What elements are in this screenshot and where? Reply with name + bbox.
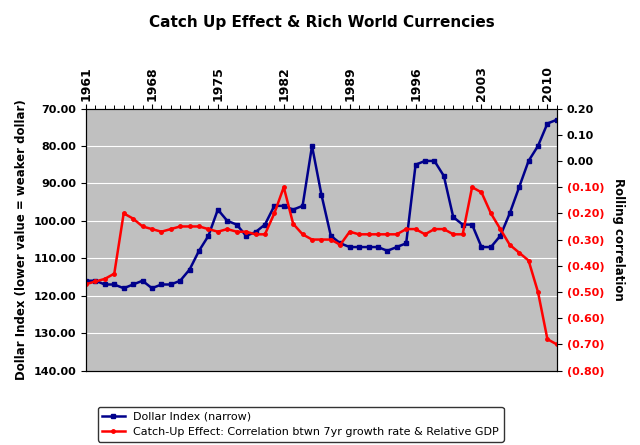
Y-axis label: Dollar Index (lower value = weaker dollar): Dollar Index (lower value = weaker dolla… xyxy=(15,99,28,380)
Dollar Index (narrow) xyxy=(120,286,127,291)
Catch-Up Effect: Correlation btwn 7yr growth rate & Relative GDP: (1.97e+03, 0.25): Correlation btwn 7yr growth rate & Relat… xyxy=(186,224,193,229)
Catch-Up Effect: Correlation btwn 7yr growth rate & Relative GDP: (2.01e+03, 0.7): Correlation btwn 7yr growth rate & Relat… xyxy=(553,342,561,347)
Dollar Index (narrow) xyxy=(431,158,438,164)
Title: Catch Up Effect & Rich World Currencies: Catch Up Effect & Rich World Currencies xyxy=(148,15,494,30)
Dollar Index (narrow) xyxy=(403,241,410,246)
Dollar Index (narrow) xyxy=(543,121,551,126)
Y-axis label: Rolling correlation: Rolling correlation xyxy=(612,178,625,301)
Dollar Index (narrow) xyxy=(195,248,203,254)
Dollar Index (narrow) xyxy=(82,278,90,283)
Catch-Up Effect: Correlation btwn 7yr growth rate & Relative GDP: (2e+03, 0.26): Correlation btwn 7yr growth rate & Relat… xyxy=(403,227,410,232)
Line: Catch-Up Effect: Correlation btwn 7yr growth rate & Relative GDP: Catch-Up Effect: Correlation btwn 7yr gr… xyxy=(84,186,559,346)
Catch-Up Effect: Correlation btwn 7yr growth rate & Relative GDP: (2.01e+03, 0.68): Correlation btwn 7yr growth rate & Relat… xyxy=(543,336,551,342)
Catch-Up Effect: Correlation btwn 7yr growth rate & Relative GDP: (1.98e+03, 0.27): Correlation btwn 7yr growth rate & Relat… xyxy=(233,229,241,235)
Line: Dollar Index (narrow): Dollar Index (narrow) xyxy=(84,117,559,290)
Dollar Index (narrow) xyxy=(233,222,241,227)
Dollar Index (narrow) xyxy=(243,233,250,239)
Legend: Dollar Index (narrow), Catch-Up Effect: Correlation btwn 7yr growth rate & Relat: Dollar Index (narrow), Catch-Up Effect: … xyxy=(98,407,504,442)
Catch-Up Effect: Correlation btwn 7yr growth rate & Relative GDP: (2e+03, 0.26): Correlation btwn 7yr growth rate & Relat… xyxy=(431,227,438,232)
Dollar Index (narrow) xyxy=(553,117,561,122)
Catch-Up Effect: Correlation btwn 7yr growth rate & Relative GDP: (1.96e+03, 0.47): Correlation btwn 7yr growth rate & Relat… xyxy=(82,281,90,287)
Catch-Up Effect: Correlation btwn 7yr growth rate & Relative GDP: (1.98e+03, 0.1): Correlation btwn 7yr growth rate & Relat… xyxy=(280,185,287,190)
Catch-Up Effect: Correlation btwn 7yr growth rate & Relative GDP: (1.98e+03, 0.26): Correlation btwn 7yr growth rate & Relat… xyxy=(223,227,231,232)
